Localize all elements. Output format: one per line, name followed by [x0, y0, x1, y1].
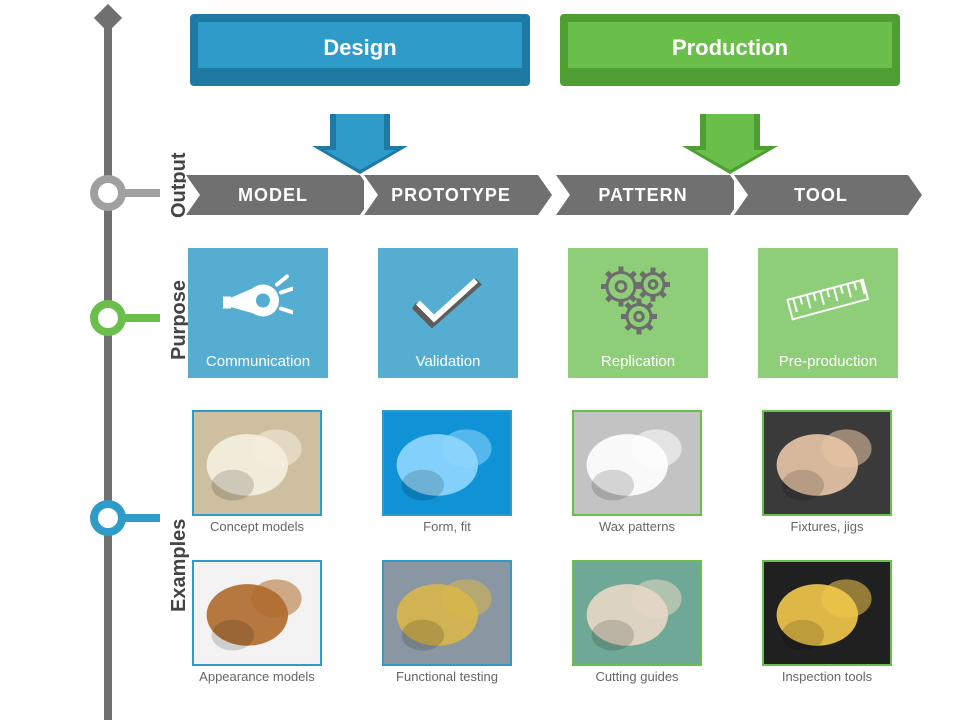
example-label: Appearance models	[182, 670, 332, 685]
ruler-icon	[783, 275, 873, 330]
purpose-communication: Communication	[188, 248, 328, 378]
purpose-label: Pre-production	[758, 353, 898, 370]
example-thumb	[572, 560, 702, 666]
example-label: Fixtures, jigs	[752, 520, 902, 535]
example-label: Wax patterns	[562, 520, 712, 535]
purpose-label: Validation	[378, 353, 518, 370]
phase-label: Design	[323, 35, 396, 60]
example-thumb	[382, 560, 512, 666]
check-icon	[412, 272, 484, 333]
example-thumb	[762, 410, 892, 516]
output-label: PATTERN	[598, 185, 687, 206]
example-thumb	[192, 560, 322, 666]
purpose-replication: Replication	[568, 248, 708, 378]
phase-design: Design	[190, 14, 530, 86]
example-thumb	[192, 410, 322, 516]
output-tool: TOOL	[734, 175, 908, 215]
megaphone-icon	[223, 270, 293, 335]
timeline-connector	[118, 189, 160, 197]
example-label: Inspection tools	[752, 670, 902, 685]
example-label: Cutting guides	[562, 670, 712, 685]
gears-icon	[593, 260, 683, 345]
output-prototype: PROTOTYPE	[364, 175, 538, 215]
example-thumb	[762, 560, 892, 666]
example-label: Form, fit	[372, 520, 522, 535]
timeline-connector	[118, 314, 160, 322]
output-label: TOOL	[794, 185, 848, 206]
phase-arrow-icon	[682, 146, 778, 174]
example-label: Concept models	[182, 520, 332, 535]
timeline-node-0	[90, 175, 126, 211]
purpose-validation: Validation	[378, 248, 518, 378]
timeline-start-diamond	[94, 4, 122, 32]
output-label: MODEL	[238, 185, 308, 206]
timeline-connector	[118, 514, 160, 522]
output-label: PROTOTYPE	[391, 185, 511, 206]
timeline	[104, 10, 112, 720]
purpose-label: Replication	[568, 353, 708, 370]
purpose-label: Communication	[188, 353, 328, 370]
purpose-pre-production: Pre-production	[758, 248, 898, 378]
example-thumb	[382, 410, 512, 516]
phase-arrow-icon	[312, 146, 408, 174]
output-pattern: PATTERN	[556, 175, 730, 215]
phase-label: Production	[672, 35, 788, 60]
timeline-node-2	[90, 500, 126, 536]
example-label: Functional testing	[372, 670, 522, 685]
example-thumb	[572, 410, 702, 516]
phase-production: Production	[560, 14, 900, 86]
timeline-node-1	[90, 300, 126, 336]
output-model: MODEL	[186, 175, 360, 215]
